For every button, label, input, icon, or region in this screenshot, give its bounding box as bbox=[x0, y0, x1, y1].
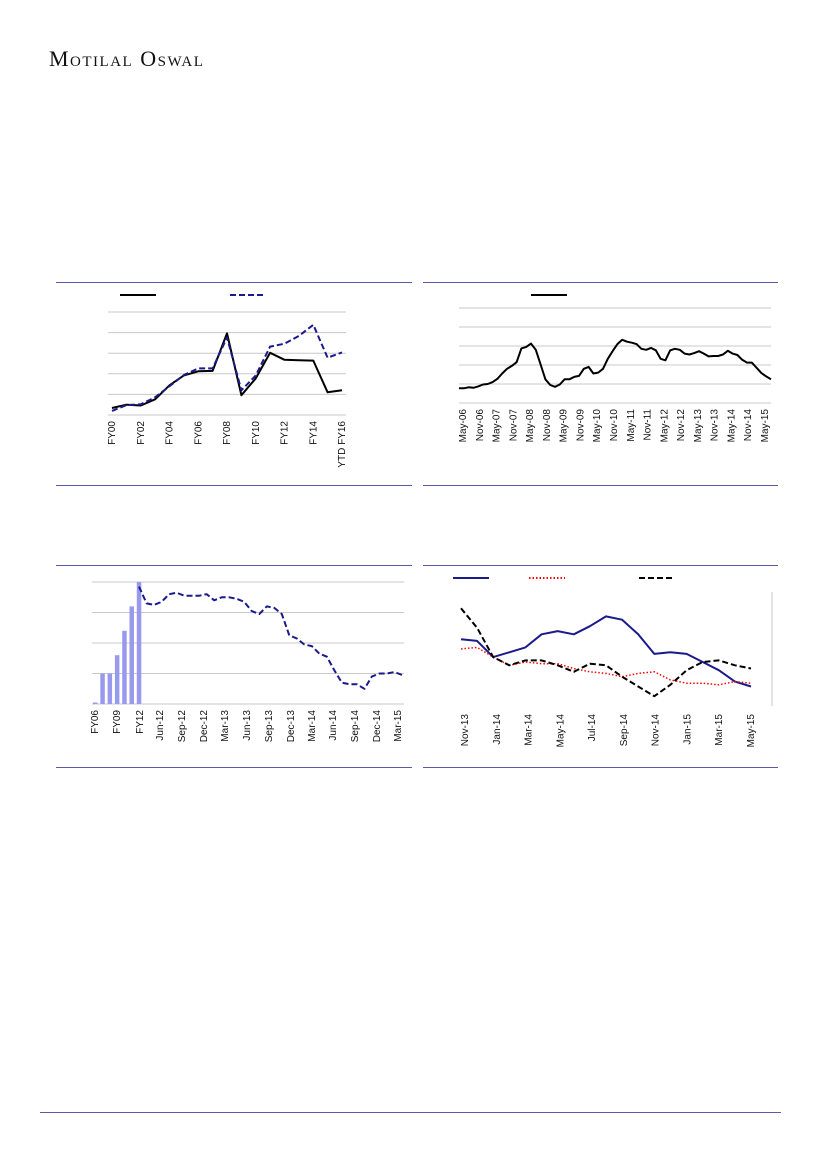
chart1-top-rule bbox=[56, 282, 412, 283]
chart3-bottom-rule bbox=[56, 767, 412, 768]
chart3-bar bbox=[114, 655, 120, 704]
footer-rule bbox=[40, 1112, 781, 1113]
chart3-x-tick-label: Dec-13 bbox=[286, 710, 297, 743]
chart2-x-tick-label: Nov-06 bbox=[475, 409, 486, 442]
chart1-x-tick-label: FY12 bbox=[280, 421, 291, 445]
chart1-series-2 bbox=[111, 323, 343, 412]
chart3-x-tick-label: FY06 bbox=[90, 710, 101, 734]
chart4-x-tick-label: Jan-15 bbox=[682, 714, 693, 745]
chart2-x-tick-label: Nov-07 bbox=[508, 409, 519, 442]
chart1-x-tick-label: FY00 bbox=[107, 421, 118, 445]
chart2-x-tick-label: May-12 bbox=[659, 409, 670, 443]
chart3: FY06 FY09 FY12 Jun-12 Sep-12 Dec-12 Mar-13 Jun-… bbox=[56, 566, 412, 766]
chart4: Nov-13 Jan-14 Mar-14 May-14 Jul-14 Sep-14 Nov-… bbox=[423, 566, 778, 766]
chart4-series-1 bbox=[460, 615, 752, 688]
chart2-top-rule bbox=[423, 282, 778, 283]
chart2-x-tick-label: May-09 bbox=[559, 409, 570, 443]
chart4-top-rule bbox=[423, 565, 778, 566]
chart1-bottom-rule bbox=[56, 485, 412, 486]
chart3-svg: FY06 FY09 FY12 Jun-12 Sep-12 Dec-12 Mar-13 Jun-… bbox=[90, 581, 404, 743]
chart3-bar bbox=[136, 582, 142, 704]
chart2-x-tick-label: May-13 bbox=[693, 409, 704, 443]
chart3-x-tick-label: Jun-14 bbox=[328, 710, 339, 741]
chart3-x-tick-label: Sep-13 bbox=[264, 710, 275, 743]
chart2-x-tick-label: May-08 bbox=[525, 409, 536, 443]
chart2-series-1 bbox=[459, 338, 772, 390]
chart3-bar bbox=[100, 673, 105, 704]
chart2-bottom-rule bbox=[423, 485, 778, 486]
chart1-x-tick-label: FY06 bbox=[193, 421, 204, 445]
chart4-x-tick-label: May-15 bbox=[746, 714, 757, 748]
chart4-x-tick-label: May-14 bbox=[555, 714, 566, 748]
chart1-x-tick-label: FY02 bbox=[136, 421, 147, 445]
chart3-x-tick-label: Jun-12 bbox=[155, 710, 166, 741]
chart4-svg: Nov-13 Jan-14 Mar-14 May-14 Jul-14 Sep-14 Nov-… bbox=[453, 577, 773, 748]
chart3-x-tick-label: Mar-14 bbox=[307, 710, 318, 742]
chart3-series-1 bbox=[138, 586, 403, 690]
chart1-x-tick-label: FY08 bbox=[222, 421, 233, 445]
chart3-x-tick-label: Sep-12 bbox=[177, 710, 188, 743]
chart3-bar bbox=[122, 630, 127, 704]
chart3-x-tick-label: Jun-13 bbox=[242, 710, 253, 741]
chart1-x-tick-label: FY04 bbox=[165, 421, 176, 445]
chart4-x-tick-label: Nov-14 bbox=[651, 714, 662, 747]
chart3-top-rule bbox=[56, 565, 412, 566]
chart2-x-tick-label: May-11 bbox=[626, 409, 637, 442]
chart3-x-tick-label: FY12 bbox=[135, 710, 146, 734]
chart4-x-tick-label: Sep-14 bbox=[619, 714, 630, 747]
chart1-svg: FY00 FY02 FY04 FY06 FY08 FY10 FY12 FY14 YTD FY16 bbox=[107, 294, 348, 468]
chart3-bar bbox=[129, 606, 134, 704]
chart2-x-tick-label: May-10 bbox=[592, 409, 603, 443]
chart2-svg: May-06 Nov-06 May-07 Nov-07 May-08 Nov-08 May-… bbox=[458, 294, 772, 443]
chart2-x-tick-label: May-06 bbox=[458, 409, 469, 443]
brand-logo: Motilal Oswal bbox=[49, 46, 205, 71]
chart1: FY00 FY02 FY04 FY06 FY08 FY10 FY12 FY14 YTD FY16 bbox=[56, 283, 412, 483]
chart4-x-tick-label: Jan-14 bbox=[492, 714, 503, 745]
chart2-x-tick-label: May-14 bbox=[726, 409, 737, 443]
chart4-bottom-rule bbox=[423, 767, 778, 768]
chart3-x-tick-label: FY09 bbox=[112, 710, 123, 734]
chart1-x-tick-label: FY10 bbox=[251, 421, 262, 445]
chart2: May-06 Nov-06 May-07 Nov-07 May-08 Nov-08 May-… bbox=[423, 283, 778, 483]
chart3-x-tick-label: Mar-15 bbox=[393, 710, 404, 742]
chart2-x-tick-label: Nov-10 bbox=[609, 409, 620, 442]
chart4-x-tick-label: Mar-14 bbox=[524, 714, 535, 746]
chart3-x-tick-label: Dec-12 bbox=[199, 710, 210, 743]
chart2-x-tick-label: Nov-14 bbox=[743, 409, 754, 442]
chart3-x-tick-label: Mar-13 bbox=[220, 710, 231, 742]
chart2-x-tick-label: Nov-11 bbox=[643, 409, 654, 441]
chart4-series-3 bbox=[460, 607, 752, 698]
chart3-bar bbox=[107, 673, 113, 704]
chart2-x-tick-label: Nov-09 bbox=[575, 409, 586, 442]
chart4-x-tick-label: Jul-14 bbox=[587, 714, 598, 742]
chart2-x-tick-label: May-07 bbox=[492, 409, 503, 443]
chart3-x-tick-label: Dec-14 bbox=[372, 710, 383, 743]
chart2-x-tick-label: Nov-13 bbox=[710, 409, 721, 442]
chart2-x-tick-label: May-15 bbox=[760, 409, 771, 443]
chart3-bar bbox=[93, 702, 98, 704]
chart4-x-tick-label: Mar-15 bbox=[714, 714, 725, 746]
chart1-series-1 bbox=[111, 332, 343, 409]
chart4-x-tick-label: Nov-13 bbox=[460, 714, 471, 747]
chart1-x-tick-label: YTD FY16 bbox=[337, 421, 348, 468]
chart1-x-tick-label: FY14 bbox=[308, 421, 319, 445]
chart3-x-tick-label: Sep-14 bbox=[350, 710, 361, 743]
chart2-x-tick-label: Nov-12 bbox=[676, 409, 687, 442]
chart2-x-tick-label: Nov-08 bbox=[542, 409, 553, 442]
